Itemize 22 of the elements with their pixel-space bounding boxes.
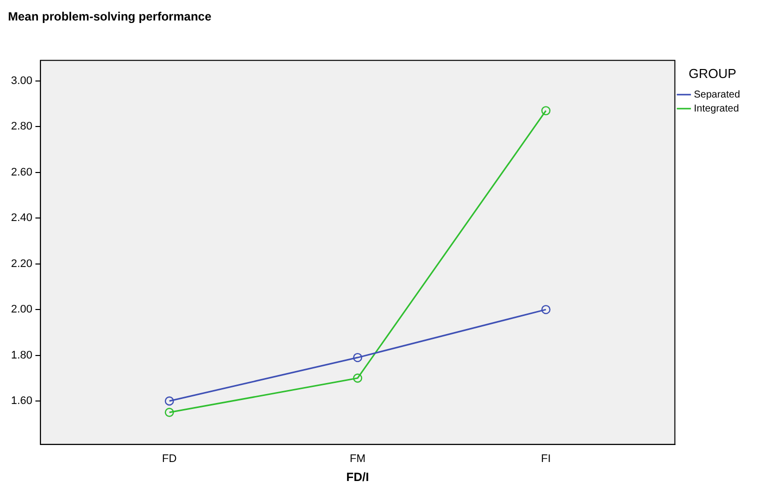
- point: [164, 396, 174, 406]
- y-tick-label: 2.80: [10, 120, 32, 133]
- legend-label: Separated: [694, 89, 740, 100]
- legend-label: Integrated: [694, 103, 739, 114]
- y-tick-label: 1.80: [10, 349, 32, 362]
- point: [541, 106, 550, 116]
- point: [541, 304, 550, 314]
- legend-title: GROUP: [688, 66, 736, 82]
- x-axis-title: FD/I: [346, 470, 369, 484]
- point: [353, 352, 362, 362]
- x-tick-label: FI: [541, 453, 551, 466]
- point: [164, 408, 174, 417]
- y-tick-label: 2.40: [10, 212, 32, 224]
- x-tick-label: FD: [162, 453, 177, 466]
- y-tick-label: 2.60: [10, 166, 32, 178]
- y-tick-label: 2.20: [10, 258, 32, 270]
- x-tick-label: FM: [350, 453, 366, 466]
- chart-title: Mean problem-solving performance: [8, 10, 212, 24]
- y-tick-label: 1.60: [10, 395, 32, 408]
- point: [353, 374, 362, 383]
- y-tick-label: 3.00: [10, 75, 32, 88]
- y-tick-label: 2.00: [10, 304, 32, 316]
